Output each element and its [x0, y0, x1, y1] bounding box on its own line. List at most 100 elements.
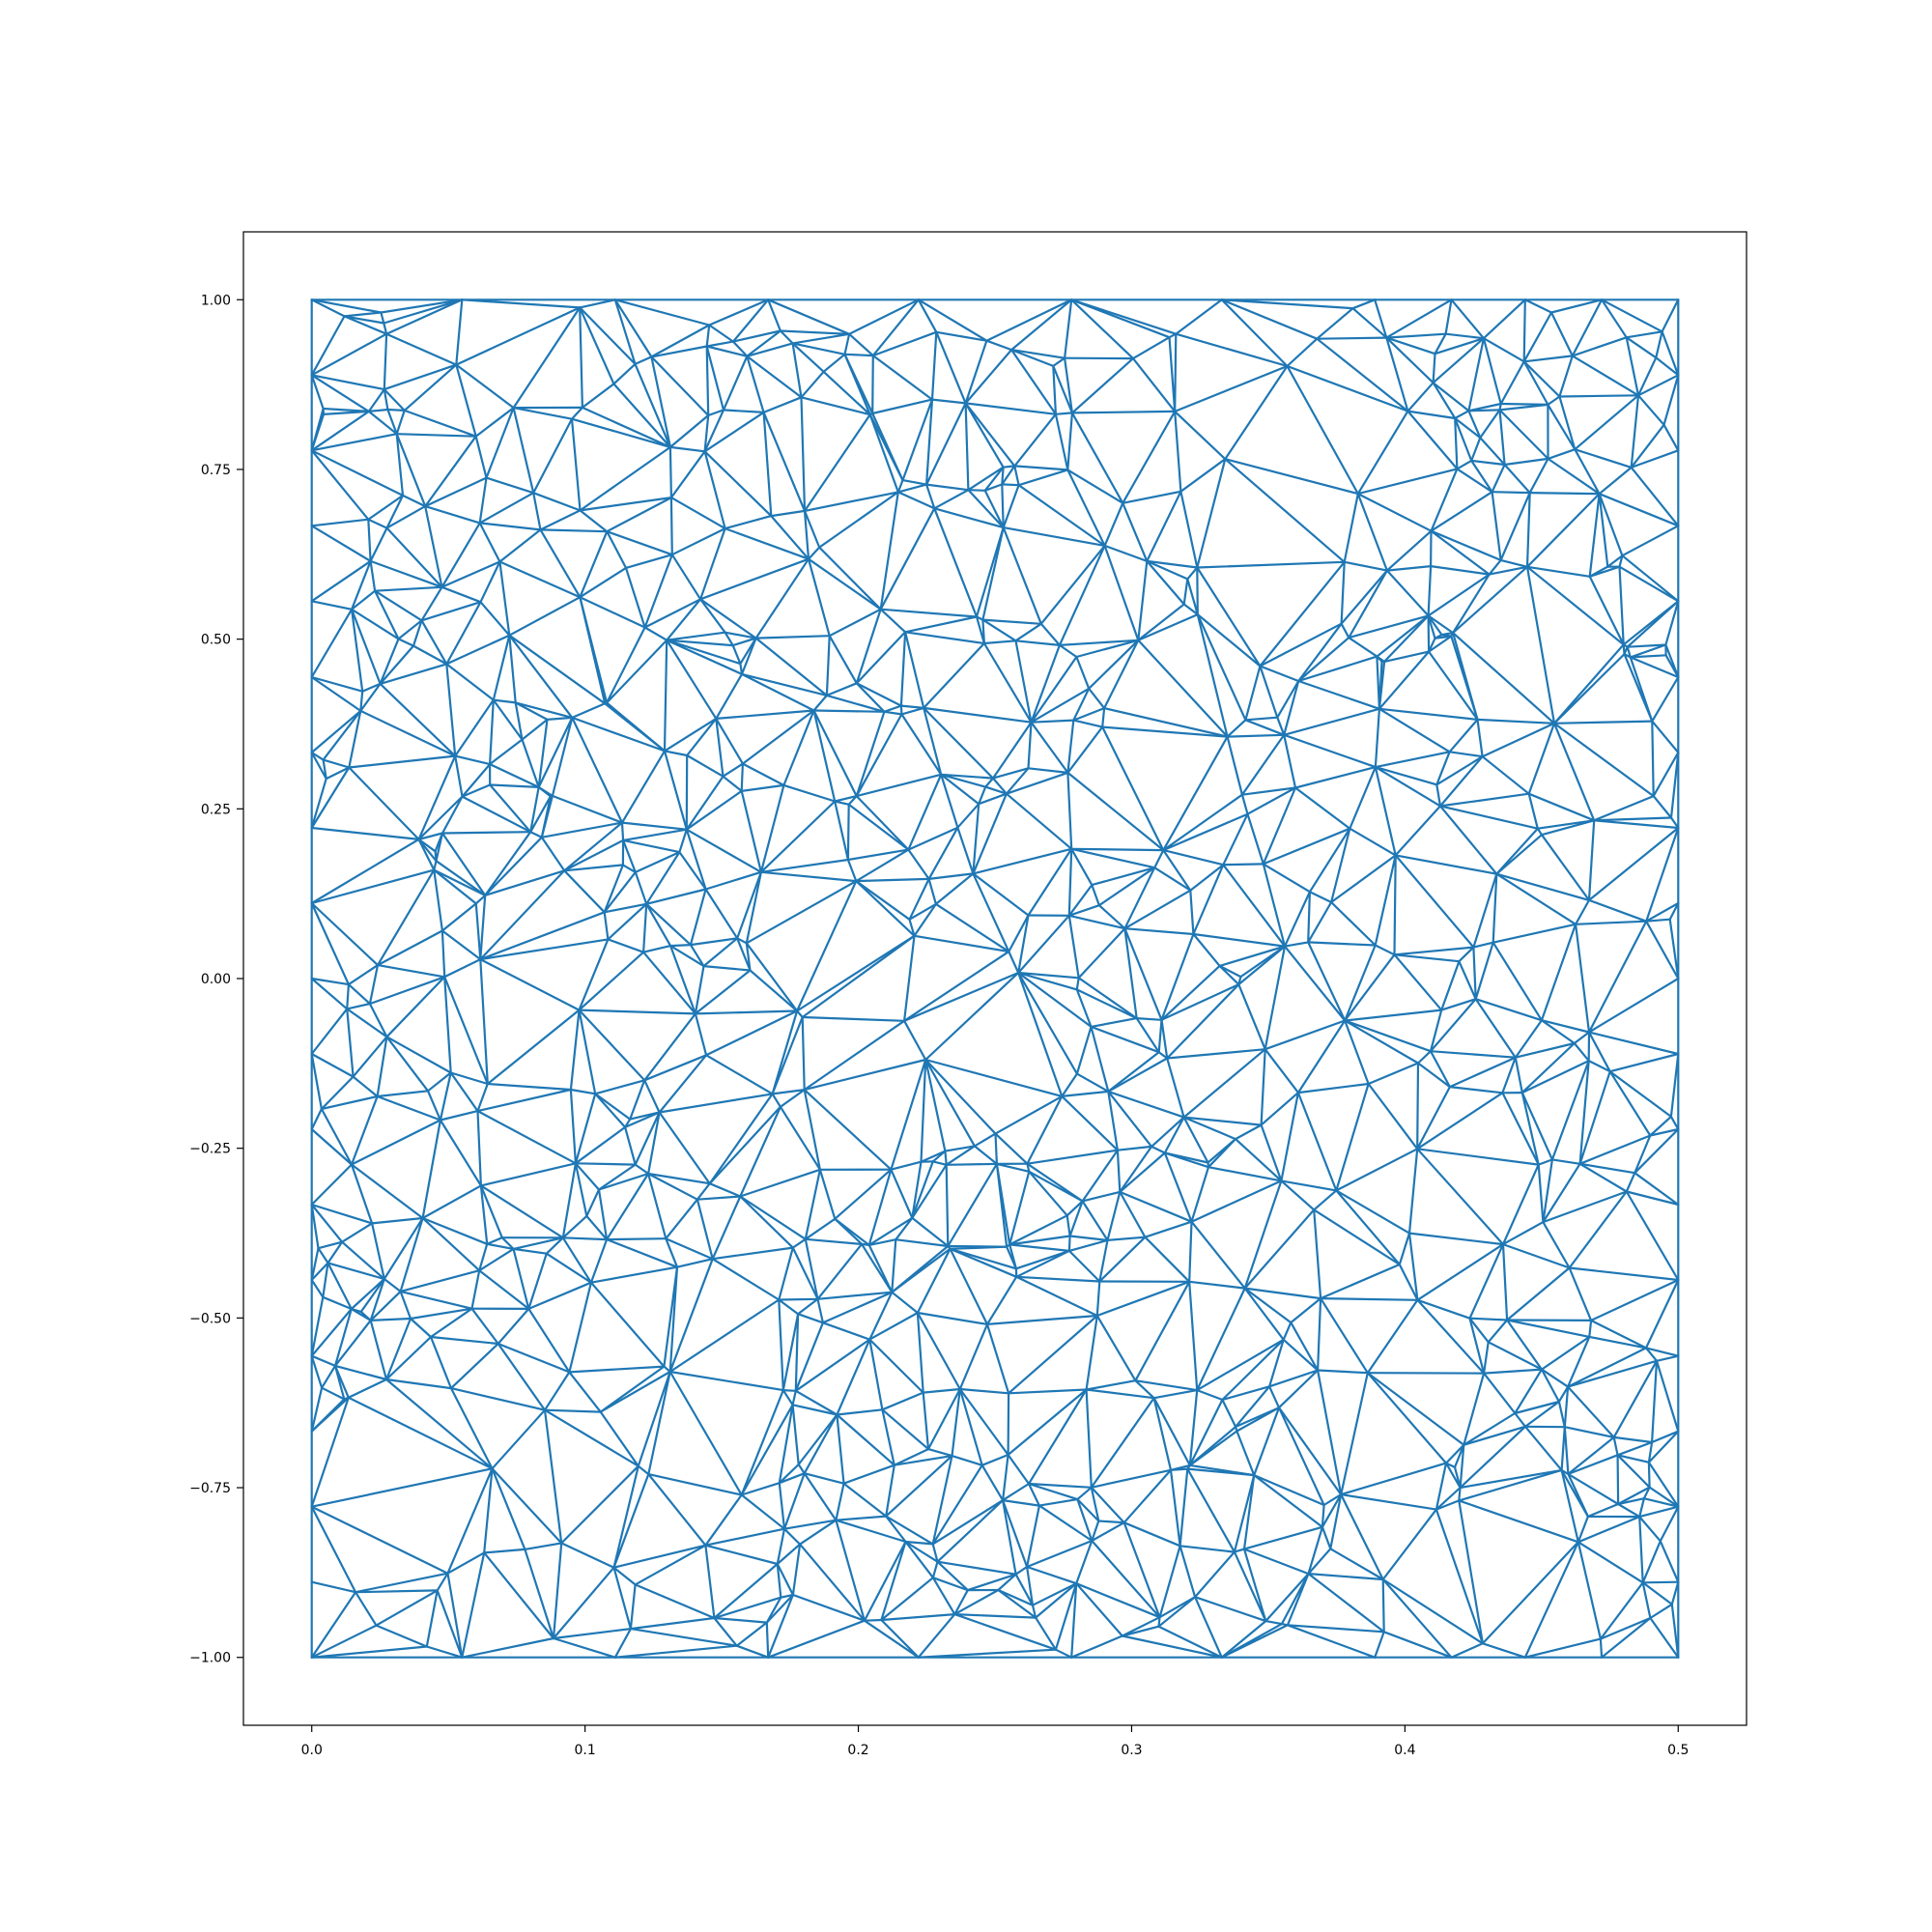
mesh-edge	[1416, 1148, 1540, 1166]
mesh-edge	[973, 1132, 997, 1148]
mesh-edge	[913, 902, 938, 937]
mesh-edge	[812, 709, 837, 803]
mesh-edge	[821, 1291, 894, 1324]
mesh-edge	[836, 1408, 884, 1416]
mesh-edge	[926, 1447, 953, 1458]
mesh-edge	[1451, 565, 1529, 635]
mesh-edge	[985, 298, 1073, 342]
mesh-edge	[1600, 298, 1663, 333]
mesh-edge	[420, 585, 443, 622]
mesh-edge	[532, 492, 582, 512]
mesh-edge	[1267, 1338, 1285, 1388]
mesh-edge	[1222, 812, 1249, 867]
mesh-edge	[350, 1277, 385, 1311]
mesh-edge	[904, 1540, 935, 1579]
mesh-edge	[803, 1088, 893, 1171]
mesh-edge	[972, 872, 1030, 917]
mesh-edge	[1374, 1631, 1385, 1659]
mesh-edge	[776, 1562, 795, 1597]
mesh-edge	[868, 1338, 884, 1411]
mesh-edge	[1220, 298, 1289, 368]
mesh-edge	[740, 672, 829, 697]
mesh-edge	[922, 1391, 930, 1451]
mesh-edge	[1356, 468, 1459, 496]
mesh-edge	[975, 615, 984, 621]
mesh-edge	[1179, 490, 1199, 569]
mesh-edge	[1574, 923, 1591, 1034]
mesh-edge	[958, 1387, 983, 1466]
mesh-edge	[879, 608, 907, 634]
mesh-edge	[1244, 719, 1286, 736]
mesh-edge	[1286, 364, 1409, 412]
mesh-edge	[722, 762, 745, 778]
mesh-edge	[1430, 529, 1502, 562]
mesh-edge	[376, 1036, 388, 1098]
mesh-edge	[1450, 1642, 1485, 1659]
mesh-edge	[903, 615, 979, 634]
mesh-edge	[847, 794, 858, 806]
mesh-edge	[668, 944, 705, 968]
mesh-edge	[972, 872, 1010, 953]
mesh-edge	[1647, 1440, 1654, 1463]
mesh-edge	[1427, 573, 1491, 617]
mesh-edge	[634, 850, 681, 874]
mesh-edge	[433, 868, 443, 932]
mesh-edge	[429, 1335, 499, 1346]
mesh-edge	[1438, 792, 1530, 808]
mesh-edge	[1070, 847, 1156, 869]
mesh-edge	[803, 413, 871, 513]
mesh-edge	[1102, 639, 1140, 710]
mesh-edge	[740, 783, 785, 793]
mesh-edge	[935, 330, 988, 342]
mesh-edge	[1153, 867, 1192, 892]
mesh-edge	[310, 1354, 324, 1389]
mesh-edge	[347, 963, 380, 986]
mesh-edge	[1588, 493, 1601, 578]
mesh-edge	[668, 943, 693, 948]
mesh-edge	[589, 1281, 666, 1368]
mesh-edge	[1264, 1572, 1310, 1623]
mesh-edge	[1578, 1162, 1636, 1175]
mesh-edge	[384, 1317, 412, 1381]
mesh-edge	[1054, 1582, 1078, 1651]
mesh-edge	[612, 1464, 639, 1569]
mesh-edge	[1017, 971, 1093, 1029]
mesh-edge	[1188, 1463, 1256, 1477]
mesh-edge	[1618, 565, 1625, 646]
mesh-edge	[1435, 755, 1484, 786]
mesh-edge	[605, 1237, 668, 1241]
mesh-edge	[1103, 544, 1149, 563]
mesh-edge	[1244, 716, 1279, 722]
mesh-edge	[1638, 1497, 1646, 1519]
mesh-edge	[1550, 1059, 1590, 1161]
mesh-edge	[911, 1160, 934, 1219]
mesh-edge	[1481, 1541, 1579, 1645]
mesh-edge	[1540, 819, 1596, 837]
mesh-edge	[1075, 1025, 1093, 1075]
mesh-edge	[703, 450, 773, 518]
mesh-edge	[818, 546, 882, 611]
mesh-edge	[698, 598, 726, 634]
mesh-edge	[647, 1472, 707, 1547]
mesh-edge	[1495, 872, 1591, 902]
mesh-edge	[1416, 1298, 1471, 1320]
mesh-edge	[569, 1088, 597, 1095]
mesh-edge	[310, 1645, 428, 1659]
mesh-edge	[964, 349, 1013, 405]
mesh-edge	[1661, 330, 1680, 377]
mesh-edge	[1134, 1379, 1199, 1392]
mesh-edge	[1182, 1116, 1237, 1141]
mesh-edge	[1588, 565, 1621, 578]
mesh-edge	[1491, 491, 1531, 495]
mesh-edge	[670, 554, 702, 601]
mesh-edge	[350, 1163, 374, 1225]
mesh-edge	[491, 1467, 563, 1545]
mesh-edge	[1009, 1235, 1071, 1246]
mesh-edge	[1467, 402, 1502, 412]
mesh-edge	[1668, 901, 1680, 921]
mesh-edge	[1319, 1296, 1369, 1375]
mesh-edge	[1196, 612, 1229, 738]
mesh-edge	[1571, 298, 1604, 357]
mesh-edge	[1070, 357, 1135, 414]
mesh-edge	[949, 1245, 1009, 1250]
